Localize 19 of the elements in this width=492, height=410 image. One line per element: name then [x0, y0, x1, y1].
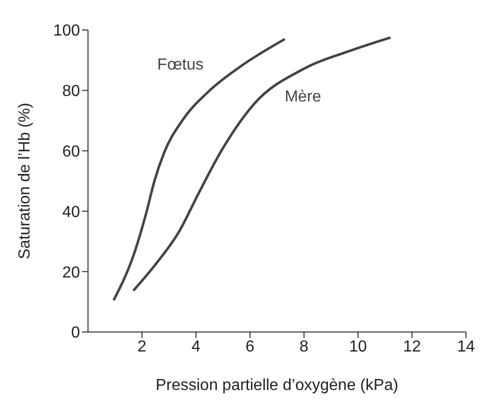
x-tick-label: 8	[300, 338, 309, 356]
x-tick-label: 10	[349, 338, 367, 356]
y-tick-label: 40	[62, 204, 80, 221]
y-tick-label: 60	[62, 143, 80, 160]
x-tick-label: 4	[192, 338, 201, 356]
series-label: Mère	[284, 88, 322, 106]
x-axis-title: Pression partielle d’oxygène (kPa)	[156, 377, 398, 394]
y-axis-title: Saturation de l’Hb (%)	[16, 102, 34, 260]
y-tick-label: 0	[71, 324, 80, 342]
x-tick-label: 14	[457, 338, 475, 356]
series-label: Fœtus	[157, 56, 204, 74]
y-tick-label: 100	[53, 22, 80, 40]
line-series	[132, 36, 392, 292]
y-tick-label: 20	[62, 264, 80, 282]
line-series	[112, 38, 286, 302]
x-tick-label: 6	[246, 338, 255, 356]
y-tick-label: 80	[62, 83, 80, 100]
x-tick-label: 2	[138, 338, 147, 356]
x-tick-label: 12	[403, 338, 421, 356]
